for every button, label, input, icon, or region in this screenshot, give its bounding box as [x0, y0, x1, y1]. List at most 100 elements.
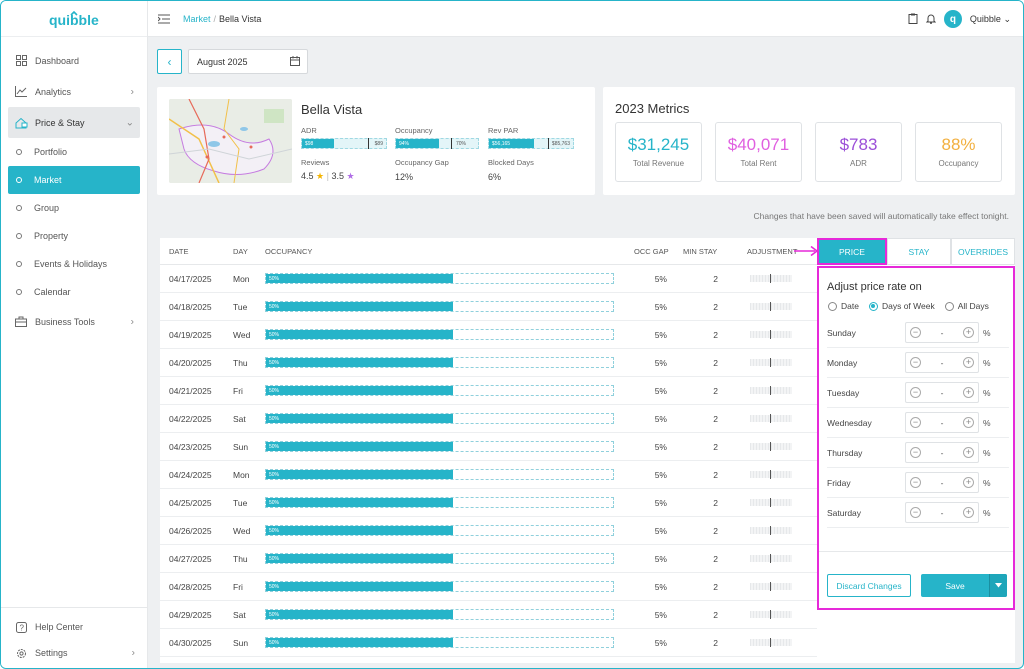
sidebar-subitem-events-holidays[interactable]: Events & Holidays [8, 250, 140, 278]
adjustment-slider[interactable] [750, 554, 792, 563]
plus-icon[interactable]: + [963, 357, 974, 368]
adjustment-slider[interactable] [750, 386, 792, 395]
radio-days-of-week[interactable]: Days of Week [868, 301, 935, 311]
slider-handle[interactable] [770, 330, 771, 339]
table-row[interactable]: 04/25/2025 Tue 50% 5% 2 [160, 489, 818, 517]
slider-handle[interactable] [770, 582, 771, 591]
stepper-value[interactable]: - [940, 448, 944, 458]
table-row[interactable]: 04/23/2025 Sun 50% 5% 2 [160, 433, 818, 461]
plus-icon[interactable]: + [963, 507, 974, 518]
sidebar-item-analytics[interactable]: Analytics › [8, 76, 140, 107]
minus-icon[interactable]: − [910, 417, 921, 428]
minus-icon[interactable]: − [910, 447, 921, 458]
table-row[interactable]: 04/26/2025 Wed 50% 5% 2 [160, 517, 818, 545]
stepper-value[interactable]: - [940, 328, 944, 338]
adjustment-slider[interactable] [750, 582, 792, 591]
plus-icon[interactable]: + [963, 417, 974, 428]
month-picker[interactable]: August 2025 [188, 49, 308, 74]
minus-icon[interactable]: − [910, 387, 921, 398]
minus-icon[interactable]: − [910, 477, 921, 488]
column-header-adjustment[interactable]: ADJUSTMENT [747, 247, 798, 256]
sidebar-item-help-center[interactable]: ? Help Center [8, 614, 141, 640]
table-row[interactable]: 04/17/2025 Mon 50% 5% 2 [160, 265, 818, 293]
adjustment-slider[interactable] [750, 274, 792, 283]
user-menu[interactable]: Quibble ⌄ [970, 14, 1011, 25]
sidebar-item-business-tools[interactable]: Business Tools › [8, 306, 140, 337]
percent-stepper[interactable]: − - + [905, 352, 979, 373]
percent-stepper[interactable]: − - + [905, 472, 979, 493]
logo[interactable]: quibble [1, 1, 147, 37]
tab-price[interactable]: PRICE [817, 238, 887, 265]
sidebar-item-price-stay[interactable]: Price & Stay ⌄ [8, 107, 140, 138]
table-row[interactable]: 04/24/2025 Mon 50% 5% 2 [160, 461, 818, 489]
calendar-icon[interactable] [290, 56, 300, 68]
avatar[interactable]: q [943, 10, 962, 28]
tab-stay[interactable]: STAY [887, 238, 951, 265]
slider-handle[interactable] [770, 358, 771, 367]
slider-handle[interactable] [770, 470, 771, 479]
save-button[interactable]: Save [921, 574, 1007, 597]
plus-icon[interactable]: + [963, 327, 974, 338]
slider-handle[interactable] [770, 274, 771, 283]
table-row[interactable]: 04/21/2025 Fri 50% 5% 2 [160, 377, 818, 405]
stepper-value[interactable]: - [940, 478, 944, 488]
adjustment-slider[interactable] [750, 470, 792, 479]
bell-icon[interactable] [925, 13, 937, 26]
percent-stepper[interactable]: − - + [905, 442, 979, 463]
stepper-value[interactable]: - [940, 508, 944, 518]
slider-handle[interactable] [770, 414, 771, 423]
adjustment-slider[interactable] [750, 442, 792, 451]
sidebar-item-dashboard[interactable]: Dashboard [8, 45, 140, 76]
adjustment-slider[interactable] [750, 610, 792, 619]
table-row[interactable]: 04/18/2025 Tue 50% 5% 2 [160, 293, 818, 321]
adjustment-slider[interactable] [750, 330, 792, 339]
column-header-day[interactable]: DAY [233, 247, 248, 256]
adjustment-slider[interactable] [750, 498, 792, 507]
back-button[interactable]: ‹ [157, 49, 182, 74]
adjustment-slider[interactable] [750, 414, 792, 423]
table-row[interactable]: 04/27/2025 Thu 50% 5% 2 [160, 545, 818, 573]
table-row[interactable]: 04/19/2025 Wed 50% 5% 2 [160, 321, 818, 349]
table-row[interactable]: 04/28/2025 Fri 50% 5% 2 [160, 573, 818, 601]
percent-stepper[interactable]: − - + [905, 502, 979, 523]
slider-handle[interactable] [770, 498, 771, 507]
adjustment-slider[interactable] [750, 638, 792, 647]
stepper-value[interactable]: - [940, 418, 944, 428]
slider-handle[interactable] [770, 554, 771, 563]
sidebar-subitem-calendar[interactable]: Calendar [8, 278, 140, 306]
slider-handle[interactable] [770, 610, 771, 619]
stepper-value[interactable]: - [940, 358, 944, 368]
plus-icon[interactable]: + [963, 447, 974, 458]
tab-overrides[interactable]: OVERRIDES [951, 238, 1015, 265]
slider-handle[interactable] [770, 386, 771, 395]
adjustment-slider[interactable] [750, 302, 792, 311]
column-header-date[interactable]: DATE [169, 247, 189, 256]
table-row[interactable]: 04/20/2025 Thu 50% 5% 2 [160, 349, 818, 377]
plus-icon[interactable]: + [963, 387, 974, 398]
slider-handle[interactable] [770, 302, 771, 311]
stepper-value[interactable]: - [940, 388, 944, 398]
table-row[interactable]: 04/22/2025 Sat 50% 5% 2 [160, 405, 818, 433]
slider-handle[interactable] [770, 638, 771, 647]
percent-stepper[interactable]: − - + [905, 322, 979, 343]
table-row[interactable]: 04/30/2025 Sun 50% 5% 2 [160, 629, 818, 657]
discard-changes-button[interactable]: Discard Changes [827, 574, 911, 597]
minus-icon[interactable]: − [910, 357, 921, 368]
table-row[interactable]: 04/29/2025 Sat 50% 5% 2 [160, 601, 818, 629]
column-header-occupancy[interactable]: OCCUPANCY [265, 247, 313, 256]
column-header-min-stay[interactable]: MIN STAY [683, 247, 718, 256]
adjustment-slider[interactable] [750, 358, 792, 367]
percent-stepper[interactable]: − - + [905, 412, 979, 433]
sidebar-subitem-group[interactable]: Group [8, 194, 140, 222]
radio-date[interactable]: Date [828, 301, 859, 311]
save-options-dropdown[interactable] [989, 574, 1007, 597]
plus-icon[interactable]: + [963, 477, 974, 488]
slider-handle[interactable] [770, 442, 771, 451]
slider-handle[interactable] [770, 526, 771, 535]
sidebar-subitem-market[interactable]: Market [8, 166, 140, 194]
minus-icon[interactable]: − [910, 327, 921, 338]
menu-toggle-icon[interactable] [158, 13, 170, 25]
breadcrumb-market[interactable]: Market [183, 13, 211, 24]
sidebar-subitem-portfolio[interactable]: Portfolio [8, 138, 140, 166]
minus-icon[interactable]: − [910, 507, 921, 518]
